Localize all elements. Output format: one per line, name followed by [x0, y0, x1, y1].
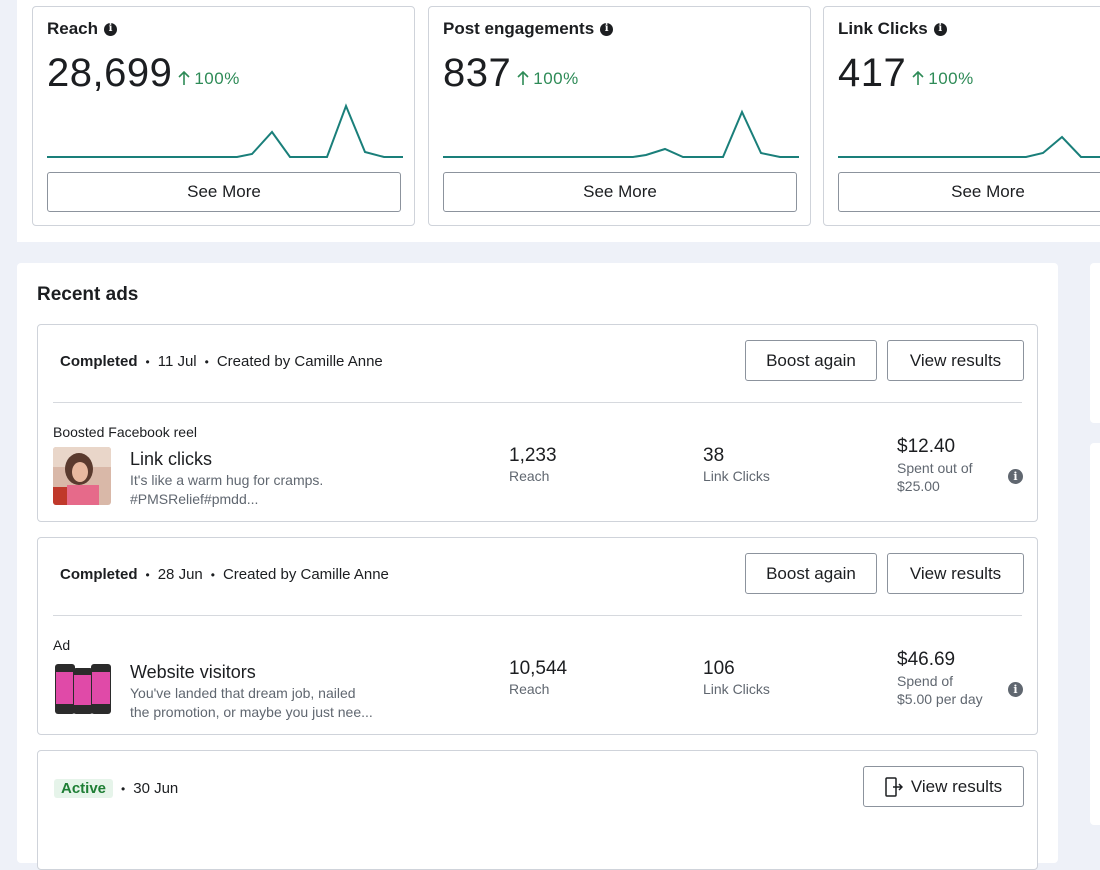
sparkline [47, 103, 403, 158]
ad-description-line: You've landed that dream job, nailed [130, 685, 356, 701]
info-icon[interactable]: i [600, 22, 614, 36]
metric-change-text: 100% [194, 68, 240, 88]
separator-dot: • [204, 354, 209, 369]
metric-change-text: 100% [928, 68, 974, 88]
separator-dot: • [145, 354, 150, 369]
recent-ads-panel: Recent ads Completed • 11 Jul • Created … [17, 263, 1058, 870]
view-results-button[interactable]: View results [863, 766, 1024, 807]
ad-thumbnail[interactable] [53, 447, 111, 505]
metric-title: Link Clicks i [838, 19, 947, 39]
sparkline [443, 109, 799, 158]
metric-card-post-engagements: Post engagements i 837 100% See More [428, 6, 811, 226]
see-more-button[interactable]: See More [838, 172, 1100, 212]
ad-kind: Boosted Facebook reel [53, 424, 197, 440]
sparkline [838, 135, 1100, 158]
ad-date: 30 Jun [133, 780, 179, 797]
link-clicks-value: 106 [703, 658, 735, 679]
metric-value: 837 100% [443, 51, 579, 96]
link-clicks-value: 38 [703, 445, 725, 466]
ad-card: Active • 30 Jun View results [37, 750, 1038, 870]
ad-date: 11 Jul [157, 353, 197, 370]
spent-value: $12.40 [897, 436, 956, 457]
reach-label: Reach [509, 468, 550, 484]
metric-change-text: 100% [533, 68, 579, 88]
ad-header: Completed • 11 Jul • Created by Camille … [60, 353, 383, 370]
ad-date: 28 Jun [157, 566, 203, 583]
view-results-label: View results [910, 776, 1003, 796]
spent-label-line: Spent out of [897, 460, 973, 476]
link-clicks-label: Link Clicks [703, 468, 770, 484]
separator-dot: • [145, 567, 150, 582]
metric-card-reach: Reach i 28,699 100% See More [32, 6, 415, 226]
ad-description-line: #PMSRelief#pmdd... [130, 491, 259, 507]
ad-description: You've landed that dream job, nailed the… [130, 684, 420, 722]
status-badge: Completed [60, 566, 138, 583]
separator-dot: • [121, 781, 126, 796]
spent-label-line: $5.00 per day [897, 691, 983, 707]
status-badge: Completed [60, 353, 138, 370]
spent-label: Spent out of $25.00 [897, 459, 1007, 495]
status-badge: Active [54, 779, 114, 798]
metric-title: Post engagements i [443, 19, 614, 39]
separator-dot: • [210, 567, 215, 582]
metric-value-text: 28,699 [47, 51, 173, 95]
metric-card-link-clicks: Link Clicks i 417 100% See More [823, 6, 1100, 226]
boost-again-button[interactable]: Boost again [745, 553, 877, 594]
spent-value: $46.69 [897, 649, 956, 670]
metric-title-text: Post engagements [443, 19, 595, 38]
metric-title-text: Link Clicks [838, 19, 928, 38]
side-panel-edge [1090, 443, 1100, 825]
info-icon[interactable]: i [1008, 469, 1023, 484]
spent-label-line: Spend of [897, 673, 954, 689]
reach-label: Reach [509, 681, 550, 697]
metric-value-text: 837 [443, 51, 512, 95]
spent-label: Spend of $5.00 per day [897, 672, 1007, 708]
reach-value: 1,233 [509, 445, 557, 466]
ad-card: Completed • 28 Jun • Created by Camille … [37, 537, 1038, 735]
metrics-panel: Reach i 28,699 100% See More Post engage… [17, 0, 1100, 242]
open-external-icon [885, 776, 903, 797]
view-results-button[interactable]: View results [887, 340, 1024, 381]
ad-creator: Created by Camille Anne [222, 566, 389, 583]
ad-creator: Created by Camille Anne [216, 353, 383, 370]
see-more-button[interactable]: See More [47, 172, 401, 212]
info-icon[interactable]: i [104, 22, 118, 36]
info-icon[interactable]: i [933, 22, 947, 36]
metric-change: 100% [912, 69, 973, 89]
ad-kind: Ad [53, 637, 71, 653]
metric-title: Reach i [47, 19, 118, 39]
view-results-button[interactable]: View results [887, 553, 1024, 594]
info-icon[interactable]: i [1008, 682, 1023, 697]
link-clicks-label: Link Clicks [703, 681, 770, 697]
ad-header: Active • 30 Jun [54, 779, 179, 798]
metric-value: 28,699 100% [47, 51, 240, 96]
metric-value: 417 100% [838, 51, 974, 96]
divider [53, 615, 1022, 616]
ad-header: Completed • 28 Jun • Created by Camille … [60, 566, 389, 583]
ad-name[interactable]: Website visitors [130, 662, 256, 682]
ad-description-line: It's like a warm hug for cramps. [130, 472, 324, 488]
reach-value: 10,544 [509, 658, 568, 679]
divider [53, 402, 1022, 403]
ad-thumbnail[interactable] [53, 660, 111, 718]
ad-description-line: the promotion, or maybe you just nee... [130, 704, 373, 720]
side-panel-edge [1090, 263, 1100, 423]
arrow-up-icon [178, 71, 190, 85]
boost-again-button[interactable]: Boost again [745, 340, 877, 381]
arrow-up-icon [912, 71, 924, 85]
ad-description: It's like a warm hug for cramps. #PMSRel… [130, 471, 420, 509]
ad-card: Completed • 11 Jul • Created by Camille … [37, 324, 1038, 522]
ad-name[interactable]: Link clicks [130, 449, 213, 469]
spent-label-line: $25.00 [897, 478, 940, 494]
arrow-up-icon [517, 71, 529, 85]
see-more-button[interactable]: See More [443, 172, 797, 212]
metric-title-text: Reach [47, 19, 99, 38]
metric-change: 100% [517, 69, 578, 89]
metric-value-text: 417 [838, 51, 907, 95]
metric-change: 100% [178, 69, 239, 89]
section-title: Recent ads [37, 284, 139, 305]
